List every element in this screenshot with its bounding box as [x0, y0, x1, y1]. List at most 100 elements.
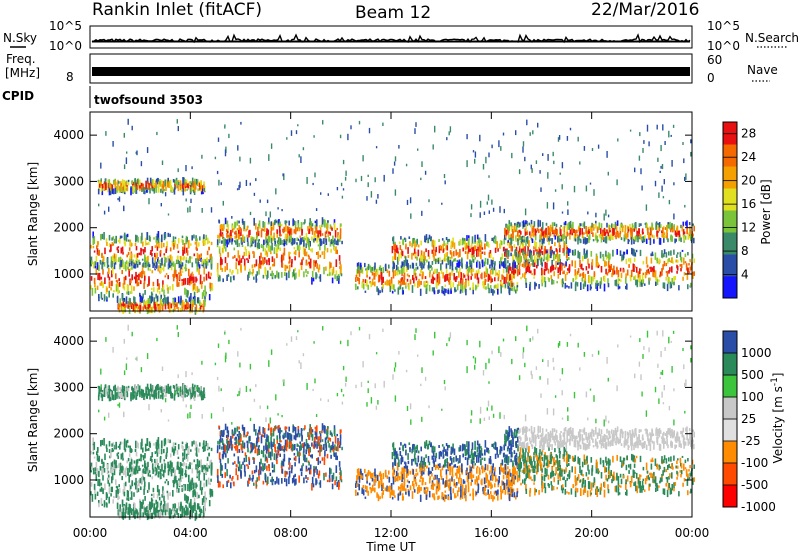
velocity-cell: [285, 426, 288, 430]
velocity-cell: [163, 448, 165, 454]
power-cell: [492, 257, 494, 262]
power-cell: [454, 266, 457, 270]
velocity-cell: [121, 452, 124, 458]
power-cell: [524, 272, 527, 275]
power-cell: [95, 255, 98, 263]
power-cell: [198, 254, 201, 261]
power-cell: [203, 188, 205, 192]
power-cell: [340, 266, 342, 275]
power-cell: [181, 183, 184, 189]
power-cell: [303, 222, 305, 225]
power-cell: [158, 305, 161, 313]
power-cell: [186, 236, 188, 243]
power-cell: [156, 295, 159, 302]
power-cell: [605, 255, 608, 260]
velocity-cell: [167, 502, 169, 511]
power-cell: [293, 220, 295, 226]
power-cell: [221, 267, 224, 272]
velocity-cell: [209, 488, 211, 495]
power-cell: [455, 249, 457, 256]
power-cell: [224, 149, 227, 157]
velocity-cell: [239, 442, 241, 446]
power-cell: [253, 217, 255, 226]
power-cell: [311, 236, 313, 241]
velocity-cell: [146, 438, 148, 446]
power-cell: [209, 254, 211, 261]
power-cell: [661, 185, 663, 192]
power-cell: [199, 236, 201, 241]
power-cell: [610, 233, 612, 240]
power-cell: [296, 242, 298, 245]
power-cell: [552, 264, 555, 271]
power-cell: [159, 251, 162, 257]
power-cell: [190, 187, 192, 193]
power-cell: [184, 287, 186, 295]
power-cell: [662, 124, 664, 131]
velocity-cell: [247, 465, 249, 469]
velocity-cell: [181, 444, 183, 449]
velocity-cell: [174, 513, 176, 517]
velocity-cell: [127, 445, 130, 448]
velocity-cell: [165, 454, 167, 459]
velocity-cell: [96, 491, 99, 496]
power-cell: [680, 224, 682, 229]
power-cell: [411, 242, 413, 248]
velocity-cell: [174, 504, 177, 509]
power-cell: [336, 227, 338, 231]
power-cell: [233, 275, 235, 281]
power-cell: [319, 254, 322, 258]
power-cell: [534, 240, 536, 248]
power-cell: [580, 263, 583, 270]
velocity-cell: [101, 458, 103, 464]
power-cell: [183, 177, 185, 186]
power-cell: [585, 226, 587, 234]
power-cell: [169, 286, 171, 290]
velocity-cell: [161, 390, 164, 397]
power-cell: [639, 233, 641, 238]
power-cell: [108, 234, 111, 241]
power-cell: [462, 237, 464, 241]
power-cell: [210, 207, 213, 213]
power-cell: [587, 211, 589, 215]
velocity-cell: [112, 449, 115, 452]
power-cell: [285, 220, 288, 224]
power-cell: [525, 262, 528, 267]
power-cell: [554, 255, 556, 260]
power-cell: [105, 131, 107, 136]
power-cell: [309, 258, 312, 264]
power-cell: [649, 266, 651, 269]
power-cell: [663, 249, 666, 254]
power-cell: [497, 248, 499, 252]
power-cell: [435, 280, 438, 289]
power-cell: [528, 222, 531, 226]
power-cell: [245, 249, 248, 256]
power-cell: [112, 255, 114, 262]
power-cell: [297, 124, 299, 127]
power-cell: [196, 180, 198, 184]
power-cell: [266, 228, 268, 236]
velocity-cell: [117, 489, 119, 494]
velocity-cell: [191, 441, 193, 447]
power-cell: [319, 230, 321, 235]
power-cell: [275, 247, 278, 256]
power-cell: [617, 138, 619, 142]
power-cell: [525, 254, 528, 261]
power-cell: [533, 246, 535, 250]
power-cell: [198, 300, 201, 306]
velocity-cell: [106, 468, 109, 475]
power-cell: [576, 270, 579, 275]
power-cell: [278, 225, 281, 233]
power-cell: [92, 261, 95, 269]
power-cell: [619, 250, 622, 256]
power-cell: [591, 262, 593, 270]
power-cell: [517, 261, 520, 265]
power-cell: [464, 284, 467, 293]
power-cell: [693, 258, 695, 263]
power-cell: [299, 235, 301, 238]
power-cell: [115, 259, 118, 263]
power-cell: [265, 236, 267, 244]
power-cell: [139, 302, 142, 305]
velocity-cell: [293, 452, 296, 456]
power-cell: [531, 263, 533, 266]
power-cell: [291, 259, 293, 264]
